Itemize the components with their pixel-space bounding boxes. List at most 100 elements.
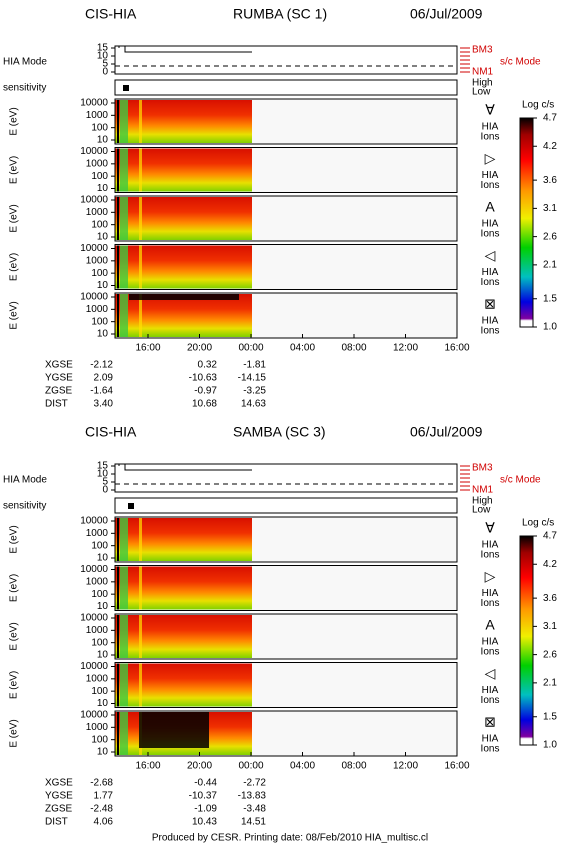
time-tick-label: 00:00	[238, 761, 263, 772]
energy-tick-label: 1000	[86, 625, 109, 636]
species-symbol: ◁	[485, 665, 496, 681]
spec-stripe	[139, 197, 142, 240]
species-label: HIA	[482, 170, 499, 181]
energy-tick-label: 10	[97, 747, 109, 758]
energy-tick-label: 100	[91, 316, 108, 327]
date: 06/Jul/2009	[410, 6, 483, 22]
spectrogram	[115, 518, 252, 561]
sens-frame	[114, 79, 458, 96]
energy-label: E (eV)	[9, 301, 20, 329]
species-label: Ions	[481, 229, 500, 240]
time-tick-label: 12:00	[393, 761, 418, 772]
panel-frame	[114, 613, 458, 660]
spec-stripe	[120, 712, 128, 755]
orbit-value: 14.51	[241, 817, 266, 828]
sens-level: High	[472, 496, 493, 507]
species-label: HIA	[482, 122, 499, 133]
energy-tick-label: 10	[97, 329, 109, 340]
panel-frame	[114, 565, 458, 611]
mode-tick-label: 15	[97, 43, 109, 54]
energy-label: E (eV)	[9, 107, 20, 135]
spec-stripe	[120, 197, 128, 240]
spectrogram	[115, 663, 252, 707]
energy-tick-label: 1000	[86, 576, 109, 587]
colorbar-tick-label: 4.2	[543, 559, 557, 570]
energy-tick-label: 10000	[80, 661, 108, 672]
orbit-value: -13.83	[238, 791, 267, 802]
time-tick-label: 04:00	[290, 343, 315, 354]
colorbar-tick-label: 2.1	[543, 260, 557, 271]
mode-tick-label: 5	[102, 59, 108, 70]
time-tick-label: 16:00	[444, 761, 469, 772]
energy-tick-label: 100	[91, 171, 108, 182]
energy-tick-label: 1000	[86, 255, 109, 266]
spectrogram	[115, 148, 252, 192]
species-label: Ions	[481, 326, 500, 337]
spec-stripe	[120, 615, 128, 658]
species-label: HIA	[482, 219, 499, 230]
species-symbol: ▷	[485, 568, 496, 584]
time-tick-label: 12:00	[393, 343, 418, 354]
energy-tick-label: 10	[97, 183, 109, 194]
time-tick-label: 20:00	[187, 761, 212, 772]
mode-label: HIA Mode	[3, 475, 47, 486]
spec-stripe	[120, 245, 128, 289]
colorbar-tick-label: 3.6	[543, 175, 557, 186]
spec-stripe	[120, 294, 128, 337]
energy-tick-label: 100	[91, 686, 108, 697]
spec-stripe	[139, 566, 142, 610]
spectrogram	[115, 566, 252, 610]
energy-tick-label: 1000	[86, 304, 109, 315]
energy-tick-label: 1000	[86, 158, 109, 169]
species-label: HIA	[482, 637, 499, 648]
colorbar-tick-label: 2.6	[543, 231, 557, 242]
orbit-value: -2.12	[90, 360, 113, 371]
orbit-name: YGSE	[45, 791, 73, 802]
sens-level: Low	[472, 87, 491, 98]
spec-stripe	[139, 615, 142, 658]
instrument: CIS-HIA	[85, 424, 137, 440]
orbit-value: 1.77	[94, 791, 114, 802]
panel-frame	[114, 147, 458, 193]
species-label: Ions	[481, 550, 500, 561]
colorbar-tick-label: 1.0	[543, 740, 557, 751]
orbit-value: -1.81	[243, 360, 266, 371]
energy-tick-label: 10000	[80, 195, 108, 206]
time-tick-label: 04:00	[290, 761, 315, 772]
orbit-value: -2.68	[90, 778, 113, 789]
species-label: HIA	[482, 267, 499, 278]
species-label: HIA	[482, 540, 499, 551]
panel-frame	[114, 710, 458, 757]
time-tick-label: 16:00	[135, 343, 160, 354]
time-tick-label: 20:00	[187, 343, 212, 354]
orbit-value: 10.43	[192, 817, 217, 828]
mode-right: BM3	[472, 45, 493, 56]
panel-frame	[114, 98, 458, 145]
spec-dark	[129, 294, 239, 300]
spec-stripe	[117, 245, 119, 289]
mode-trace	[118, 463, 252, 471]
spec-stripe	[117, 663, 119, 707]
energy-tick-label: 1000	[86, 110, 109, 121]
species-symbol: ∀	[485, 102, 495, 118]
orbit-name: ZGSE	[45, 804, 73, 815]
energy-tick-label: 10000	[80, 613, 108, 624]
orbit-value: -10.63	[189, 373, 218, 384]
colorbar-tick-label: 3.1	[543, 203, 557, 214]
date: 06/Jul/2009	[410, 424, 483, 440]
energy-label: E (eV)	[9, 671, 20, 699]
energy-tick-label: 10	[97, 135, 109, 146]
spacecraft: SAMBA (SC 3)	[233, 424, 326, 440]
spec-stripe	[117, 100, 119, 143]
colorbar-title: Log c/s	[522, 518, 554, 529]
species-label: Ions	[481, 695, 500, 706]
energy-label: E (eV)	[9, 622, 20, 650]
orbit-name: ZGSE	[45, 386, 73, 397]
species-label: HIA	[482, 734, 499, 745]
mode-right: BM3	[472, 463, 493, 474]
spec-stripe	[117, 615, 119, 658]
mode-tick-label: 10	[97, 469, 109, 480]
orbit-value: -14.15	[238, 373, 267, 384]
orbit-name: XGSE	[45, 778, 73, 789]
